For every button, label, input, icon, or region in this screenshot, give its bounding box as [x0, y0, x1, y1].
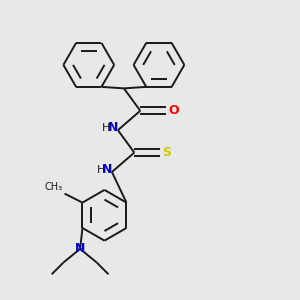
Text: N: N [108, 121, 118, 134]
Text: O: O [168, 104, 179, 117]
Text: N: N [75, 242, 85, 255]
Text: H: H [96, 165, 105, 175]
Text: CH₃: CH₃ [45, 182, 63, 192]
Text: N: N [102, 163, 112, 176]
Text: S: S [162, 146, 171, 159]
Text: H: H [102, 123, 111, 133]
